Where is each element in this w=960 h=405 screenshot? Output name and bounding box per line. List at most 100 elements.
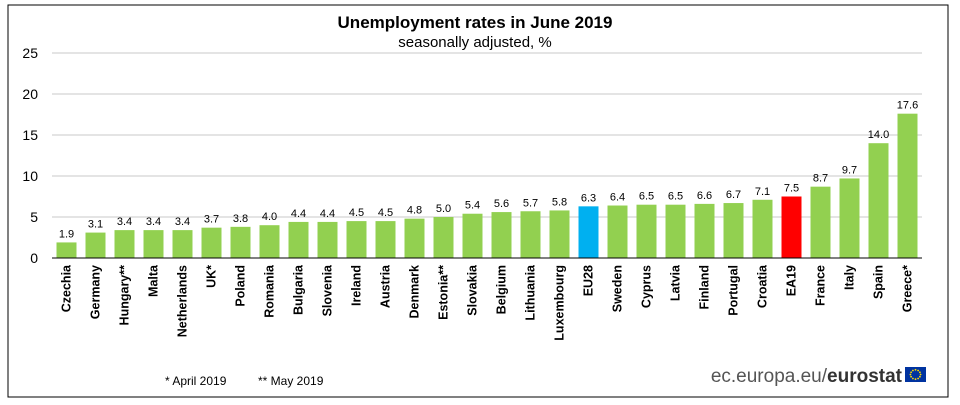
value-label: 5.8 [552,196,567,208]
category-label: Bulgaria [292,264,306,315]
source-prefix: ec.europa.eu/ [711,366,828,387]
category-label: Sweden [611,265,625,312]
value-label: 5.0 [436,203,451,215]
y-tick-label: 5 [30,209,38,225]
category-label: Luxembourg [553,265,567,341]
category-label: France [814,265,828,306]
value-label: 6.3 [581,192,596,204]
category-label: Austria [379,264,393,308]
bar-denmark [404,218,425,258]
value-label: 6.4 [610,192,625,204]
footnote-april: * April 2019 [165,374,227,388]
category-label: Croatia [756,264,770,308]
value-label: 4.4 [291,208,306,220]
value-label: 3.4 [175,216,190,228]
category-label: Cyprus [640,265,654,308]
value-label: 7.1 [755,186,770,198]
bar-greece [897,113,918,259]
category-label: Poland [234,265,248,307]
value-label: 3.4 [146,216,161,228]
bar-slovenia [317,221,338,258]
value-label: 7.5 [784,183,799,195]
bars [56,113,918,259]
bar-ireland [346,221,367,258]
bar-ea19 [781,196,802,258]
y-tick-label: 15 [22,127,38,143]
value-label: 4.8 [407,205,422,217]
bar-croatia [752,199,773,258]
bar-france [810,186,831,258]
y-tick-label: 20 [22,86,38,102]
bar-finland [694,203,715,258]
category-labels: Czechia Germany Hungary** Malta Netherlands U… [60,264,915,341]
value-label: 4.0 [262,211,277,223]
category-label: EU28 [582,265,596,296]
bar-estonia [433,217,454,258]
category-label: Greece* [901,265,915,312]
bar-eu28 [578,206,599,258]
bar-czechia [56,242,77,258]
value-label: 6.6 [697,190,712,202]
category-label: Spain [872,265,886,299]
category-label: Belgium [495,265,509,314]
y-tick-label: 10 [22,168,38,184]
source-brand: eurostat [827,366,903,387]
category-label: Denmark [408,265,422,319]
value-label: 5.7 [523,197,538,209]
chart-subtitle: seasonally adjusted, % [398,34,551,51]
value-label: 3.4 [117,216,132,228]
bar-portugal [723,203,744,258]
value-label: 9.7 [842,164,857,176]
chart-title: Unemployment rates in June 2019 [338,13,613,32]
value-label: 6.5 [668,191,683,203]
bar-italy [839,178,860,258]
bar-poland [230,226,251,258]
bar-luxembourg [549,210,570,258]
value-label: 8.7 [813,173,828,185]
bar-malta [143,230,164,258]
value-label: 5.6 [494,198,509,210]
category-label: Portugal [727,265,741,316]
category-label: Finland [698,265,712,309]
value-label: 6.5 [639,191,654,203]
value-label: 3.8 [233,213,248,225]
y-tick-label: 0 [30,250,38,266]
value-label: 6.7 [726,189,741,201]
category-label: Germany [89,265,103,319]
category-label: EA19 [785,265,799,296]
bar-hungary [114,230,135,258]
gridlines [52,52,922,218]
value-label: 14.0 [868,129,889,141]
category-label: Netherlands [176,265,190,337]
source-text: ec.europa.eu/eurostat [711,366,903,387]
bar-spain [868,143,889,258]
value-label: 4.4 [320,208,335,220]
bar-germany [85,232,106,258]
value-label: 4.5 [349,207,364,219]
category-label: Slovakia [466,264,480,316]
y-tick-label: 25 [22,45,38,61]
bar-cyprus [636,204,657,258]
category-label: Ireland [350,265,364,306]
bar-lithuania [520,211,541,258]
bar-netherlands [172,230,193,258]
bar-slovakia [462,213,483,258]
category-label: UK* [205,265,219,288]
y-axis-ticks: 0 5 10 15 20 25 [22,45,38,266]
bar-latvia [665,204,686,258]
category-label: Estonia** [437,265,451,320]
bar-austria [375,221,396,258]
value-label: 1.9 [59,228,74,240]
bar-belgium [491,212,512,258]
bar-uk [201,227,222,258]
category-label: Malta [147,264,161,297]
category-label: Latvia [669,264,683,301]
value-label: 17.6 [897,100,918,112]
value-label: 3.7 [204,214,219,226]
category-label: Lithuania [524,264,538,321]
category-label: Slovenia [321,264,335,316]
bar-romania [259,225,280,258]
footnote-may: ** May 2019 [258,374,324,388]
